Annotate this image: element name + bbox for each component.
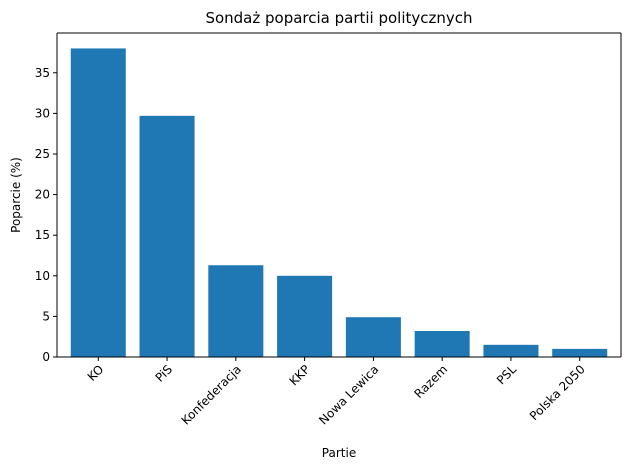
bar-psl	[483, 344, 539, 357]
y-tick-label: 15	[35, 228, 50, 242]
y-tick-label: 25	[35, 147, 50, 161]
y-tick-label: 20	[35, 188, 50, 202]
chart-title: Sondaż poparcia partii politycznych	[205, 9, 472, 27]
x-tick-label: Razem	[412, 362, 451, 401]
x-tick-label: KKP	[287, 362, 313, 388]
y-axis-label: Poparcie (%)	[9, 157, 23, 233]
y-tick-label: 5	[42, 309, 50, 323]
x-tick-label: Nowa Lewica	[316, 362, 381, 427]
y-tick-label: 0	[42, 350, 50, 364]
bar-razem	[414, 331, 470, 357]
x-tick-label: PiS	[153, 362, 176, 385]
bar-ko	[70, 48, 126, 358]
y-tick-label: 30	[35, 106, 50, 120]
x-axis: KO PiS Konfederacja KKP Nowa Lewica Razem PSL P…	[85, 357, 588, 428]
x-tick-label: PSL	[494, 362, 519, 387]
y-tick-label: 35	[35, 66, 50, 80]
bar-pis	[139, 115, 195, 357]
x-tick-label: KO	[85, 362, 107, 384]
bar-nowa-lewica	[345, 317, 401, 357]
bar-konfederacja	[208, 265, 264, 357]
y-axis: 0 5 10 15 20 25 30 35	[35, 66, 57, 364]
y-tick-label: 10	[35, 269, 50, 283]
bar-polska-2050	[552, 348, 608, 357]
x-axis-label: Partie	[322, 446, 356, 460]
x-tick-label: Konfederacja	[179, 362, 244, 427]
bar-kkp	[277, 275, 333, 357]
x-tick-label: Polska 2050	[527, 362, 588, 423]
bars-group	[70, 48, 608, 358]
